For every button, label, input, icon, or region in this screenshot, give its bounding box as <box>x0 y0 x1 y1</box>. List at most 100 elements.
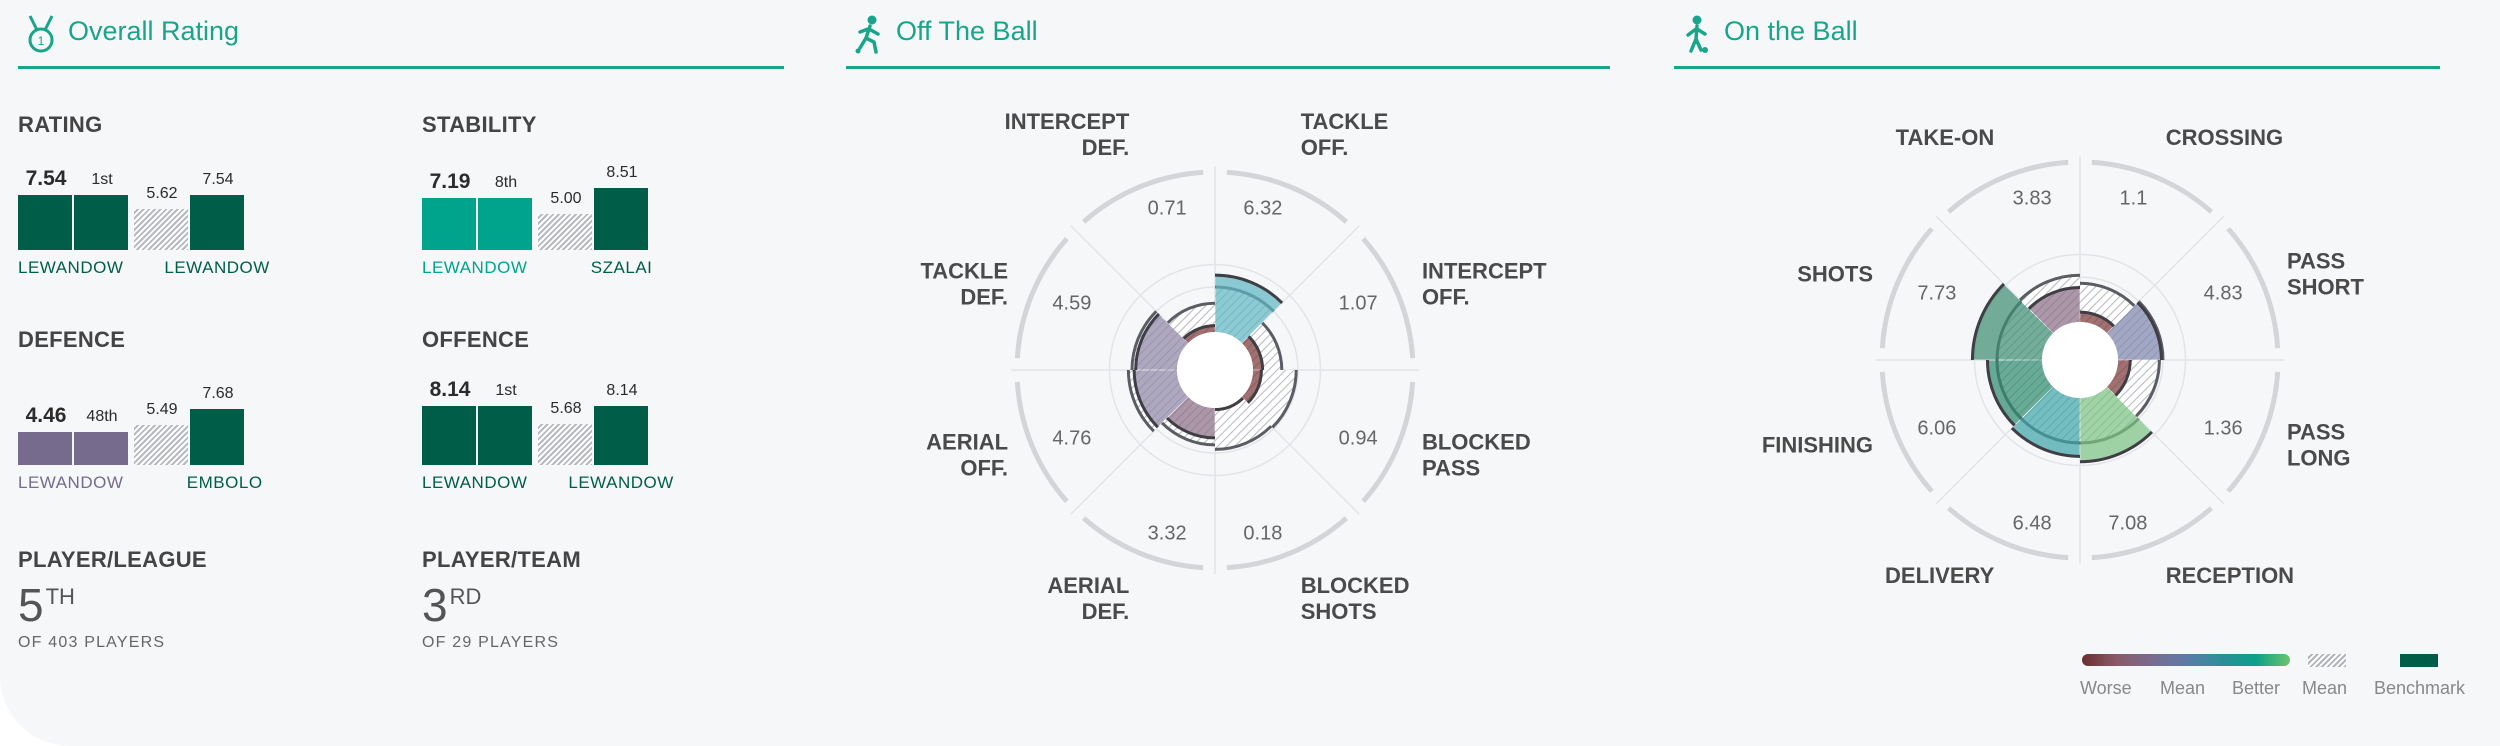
axis-label: AERIAL <box>1047 573 1129 598</box>
player-outline <box>1970 282 2005 361</box>
axis-label: OFF. <box>960 456 1008 481</box>
outer-rim <box>1014 236 1069 359</box>
player-name: LEWANDOW <box>18 473 124 492</box>
axis-value: 1.1 <box>2120 187 2148 209</box>
player-outline <box>1247 335 1265 371</box>
mean-bar <box>134 424 188 465</box>
mean-outline <box>1214 425 1273 451</box>
value-player-value: 4.46 <box>25 404 67 428</box>
value-mean: 5.49 <box>146 400 178 418</box>
metric-bars-defence: 4.46 48th 5.49 7.68 <box>18 365 254 465</box>
section-title: On the Ball <box>1724 16 1858 46</box>
legend: Worse Mean Better Mean Benchmark <box>2080 652 2500 712</box>
value-player-value: 7.19 <box>429 169 471 193</box>
axis-value: 3.32 <box>1148 523 1187 545</box>
benchmark-bar <box>594 405 648 465</box>
outer-rim <box>1014 381 1069 504</box>
axis-value: 6.32 <box>1243 197 1282 219</box>
axis-label: INTERCEPT <box>1005 109 1130 134</box>
value-rank: 48th <box>86 408 118 426</box>
player-name: LEWANDOW <box>422 258 528 277</box>
player-outline <box>1246 369 1263 404</box>
mean-outline <box>1261 321 1284 371</box>
off-the-ball-header: Off The Ball <box>846 8 1610 69</box>
mean-bar <box>538 423 592 465</box>
metric-label-stability: STABILITY <box>422 112 537 137</box>
player-rank-bar <box>74 432 128 465</box>
axis-label: DEF. <box>1082 599 1130 624</box>
player-sector <box>2080 387 2152 462</box>
outer-rim <box>1946 506 2069 561</box>
player-outline <box>2010 427 2081 458</box>
axis-label: SHOTS <box>1797 261 1873 286</box>
player-bar <box>18 432 72 465</box>
axis-label: PASS <box>2287 420 2345 445</box>
outer-rim <box>1226 169 1349 224</box>
axis-label: CROSSING <box>2166 125 2283 150</box>
axis-label: INTERCEPT <box>1422 258 1547 283</box>
player-sector <box>1972 284 2053 360</box>
legend-worse-label: Worse <box>2080 678 2132 698</box>
value-rank: 1st <box>495 381 517 399</box>
legend-benchmark-swatch <box>2400 654 2438 667</box>
player-league-sub: OF 403 PLAYERS <box>18 634 166 651</box>
dribbling-player-icon <box>1686 15 1708 53</box>
benchmark-name: LEWANDOW <box>568 473 674 492</box>
axis-label: DEF. <box>960 284 1008 309</box>
value-mean: 5.00 <box>550 189 582 207</box>
player-outline <box>1985 359 2016 427</box>
value-mean: 5.62 <box>146 184 178 202</box>
metric-label-rating: RATING <box>18 112 103 137</box>
player-league-rank: 5TH <box>18 579 75 631</box>
metric-bars-offence: 8.14 1st 5.68 8.14 <box>422 365 658 465</box>
benchmark-bar <box>190 408 244 465</box>
player-league-label: PLAYER/LEAGUE <box>18 547 207 572</box>
outer-rim <box>1226 516 1349 571</box>
axis-value: 0.18 <box>1243 523 1282 545</box>
benchmark-name: EMBOLO <box>186 473 263 492</box>
axis-label: RECEPTION <box>2166 563 2294 588</box>
axis-value: 4.83 <box>2204 283 2243 305</box>
mean-outline <box>2135 359 2161 418</box>
player-rank-bar <box>478 197 532 250</box>
axis-label: LONG <box>2287 446 2351 471</box>
legend-mean-swatch <box>2308 654 2346 667</box>
outer-rim <box>2226 371 2281 494</box>
player-bar <box>18 194 72 250</box>
value-rank: 1st <box>91 170 113 188</box>
player-outline <box>1214 273 1284 304</box>
axis-value: 4.59 <box>1052 293 1091 315</box>
section-title: Overall Rating <box>68 16 240 46</box>
legend-mean-label: Mean <box>2160 678 2206 698</box>
axis-value: 6.06 <box>1917 417 1956 439</box>
value-rank: 8th <box>494 173 518 191</box>
axis-label: OFF. <box>1422 284 1470 309</box>
value-player-value: 8.14 <box>429 377 471 401</box>
value-benchmark: 7.54 <box>202 170 234 188</box>
player-sector <box>2012 387 2080 457</box>
axis-label: AERIAL <box>926 430 1008 455</box>
player-team-rank: 3RD <box>422 579 482 631</box>
mean-outline <box>1271 369 1298 429</box>
axis-label: BLOCKED <box>1422 430 1531 455</box>
player-outline <box>1182 324 1216 340</box>
player-outline <box>1214 396 1245 412</box>
axis-label: SHOTS <box>1301 599 1377 624</box>
mean-outline <box>1126 369 1155 433</box>
mean-outline <box>1130 310 1158 371</box>
axis-value: 1.07 <box>1339 293 1378 315</box>
mean-outline <box>1160 421 1216 447</box>
axis-value: 0.94 <box>1339 427 1378 449</box>
player-outline <box>1132 369 1159 429</box>
outer-rim <box>1361 381 1416 504</box>
benchmark-name: SZALAI <box>590 258 653 277</box>
metric-label-offence: OFFENCE <box>422 327 530 352</box>
axis-label: FINISHING <box>1762 433 1873 458</box>
benchmark-name: LEWANDOW <box>164 258 270 277</box>
medal-icon: 1 <box>28 15 54 53</box>
mean-outline <box>2018 273 2081 302</box>
player-sector <box>1183 325 1215 343</box>
